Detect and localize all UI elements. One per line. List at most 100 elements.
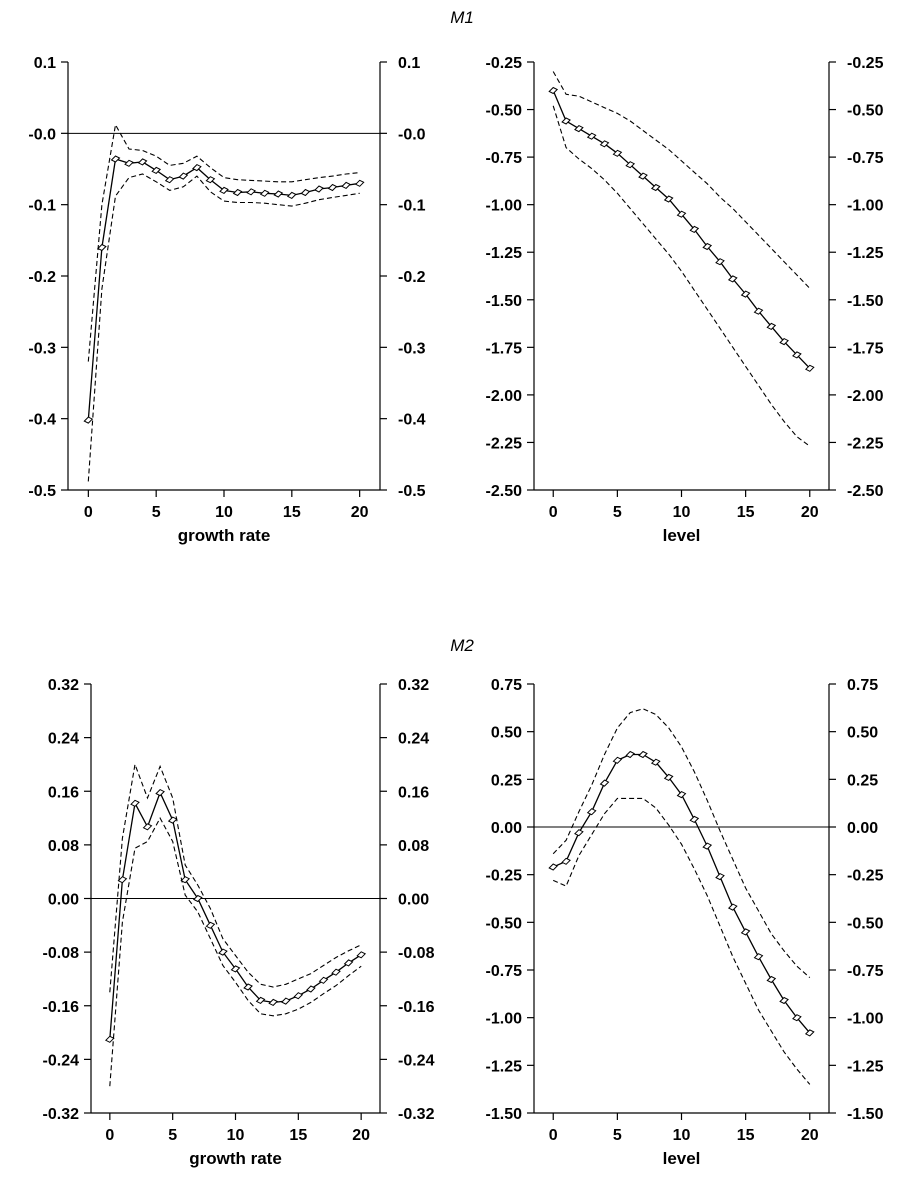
x-tick-label: 0 — [549, 504, 558, 521]
y-tick-label-left: -0.0 — [28, 126, 56, 143]
diamond-marker — [314, 185, 324, 193]
confidence-band-line — [552, 797, 811, 1085]
y-tick-label-left: 0.00 — [48, 892, 79, 909]
y-tick-label-right: -2.00 — [847, 388, 884, 405]
y-tick-label-left: 0.50 — [491, 725, 522, 742]
diamond-marker — [689, 225, 700, 234]
section-title-m1: M1 — [450, 8, 474, 27]
diamond-marker — [356, 951, 367, 959]
x-tick-label: 20 — [352, 1127, 370, 1144]
y-tick-label-right: -0.2 — [398, 269, 426, 286]
y-tick-label-right: -1.00 — [847, 1011, 884, 1028]
diamond-marker — [561, 857, 571, 865]
diamond-marker — [625, 750, 636, 759]
y-tick-label-left: 0.16 — [48, 784, 79, 801]
x-tick-label: 0 — [105, 1127, 114, 1144]
confidence-band-line — [109, 762, 362, 993]
y-tick-label-left: -0.3 — [28, 340, 56, 357]
diamond-marker — [612, 756, 623, 764]
x-tick-label: 20 — [351, 504, 369, 521]
confidence-band-line — [109, 816, 362, 1087]
y-tick-label-right: 0.25 — [847, 772, 878, 789]
y-tick-label-right: -0.4 — [398, 412, 426, 429]
y-tick-label-left: -1.50 — [486, 293, 523, 310]
x-tick-label: 5 — [613, 504, 622, 521]
x-tick-label: 5 — [168, 1127, 177, 1144]
y-tick-label-right: -1.00 — [847, 198, 884, 215]
diamond-marker — [561, 117, 571, 125]
x-tick-label: 5 — [152, 504, 161, 521]
y-tick-label-right: -0.24 — [398, 1052, 435, 1069]
diamond-marker — [205, 176, 216, 184]
x-axis-label: level — [663, 1149, 701, 1168]
diamond-marker — [300, 188, 311, 197]
x-tick-label: 20 — [801, 1127, 819, 1144]
y-tick-label-right: -0.1 — [398, 198, 426, 215]
y-tick-label-right: -1.50 — [847, 1106, 884, 1123]
diamond-marker — [151, 166, 162, 175]
y-tick-label-left: -1.00 — [486, 198, 523, 215]
diamond-marker — [663, 195, 674, 203]
panel-m2-level: 0.75 0.75 0.50 0.50 0.25 0.25 0.00 0.00 -0.25 -0.… — [486, 677, 884, 1168]
diamond-marker — [727, 275, 738, 283]
diamond-marker — [230, 965, 241, 973]
diamond-marker — [766, 322, 777, 331]
y-tick-label-left: -0.5 — [28, 483, 56, 500]
confidence-band-line — [552, 708, 811, 979]
y-tick-label-right: -0.75 — [847, 150, 884, 167]
diamond-marker — [259, 189, 270, 197]
diamond-marker — [286, 191, 297, 200]
y-tick-label-right: 0.75 — [847, 677, 878, 694]
x-tick-label: 0 — [84, 504, 93, 521]
y-tick-label-left: -0.4 — [28, 412, 56, 429]
y-tick-label-left: -1.50 — [486, 1106, 523, 1123]
diamond-marker — [650, 183, 661, 192]
x-axis-label: level — [663, 526, 701, 545]
y-tick-label-right: -0.25 — [847, 55, 884, 72]
y-tick-label-left: -2.50 — [486, 483, 523, 500]
y-tick-label-right: -1.25 — [847, 245, 884, 262]
y-tick-label-left: 0.1 — [34, 55, 56, 72]
diamond-marker — [331, 968, 341, 976]
diamond-marker — [702, 842, 713, 850]
y-tick-label-right: -1.25 — [847, 1058, 884, 1075]
diamond-marker — [180, 876, 191, 884]
y-tick-label-left: -0.75 — [486, 963, 523, 980]
diamond-marker — [638, 750, 648, 759]
diamond-marker — [354, 179, 365, 187]
y-tick-label-right: 0.1 — [398, 55, 420, 72]
diamond-marker — [766, 975, 777, 984]
y-tick-label-left: -0.75 — [486, 150, 523, 167]
diamond-marker — [612, 149, 623, 157]
diamond-marker — [341, 181, 351, 190]
x-tick-label: 10 — [673, 504, 691, 521]
diamond-marker — [255, 996, 266, 1005]
y-tick-label-left: -1.00 — [486, 1011, 523, 1028]
diamond-marker — [218, 948, 228, 956]
y-tick-label-left: -0.16 — [43, 999, 80, 1016]
diamond-marker — [650, 758, 661, 766]
diamond-marker — [586, 132, 597, 140]
y-tick-label-right: -1.75 — [847, 340, 884, 357]
diamond-marker — [779, 996, 789, 1005]
y-tick-label-left: -0.32 — [43, 1106, 80, 1123]
diamond-marker — [663, 773, 674, 782]
diamond-marker — [715, 872, 725, 881]
y-tick-label-right: -2.50 — [847, 483, 884, 500]
x-tick-label: 15 — [737, 1127, 755, 1144]
y-tick-label-right: -2.25 — [847, 435, 884, 452]
x-tick-label: 20 — [801, 504, 819, 521]
y-tick-label-left: -2.00 — [486, 388, 523, 405]
diamond-marker — [192, 163, 202, 172]
diamond-marker — [327, 183, 338, 192]
diamond-marker — [167, 816, 178, 824]
y-tick-label-right: -0.50 — [847, 915, 884, 932]
x-tick-label: 5 — [613, 1127, 622, 1144]
diamond-marker — [137, 158, 148, 166]
y-tick-label-right: 0.00 — [398, 892, 429, 909]
diamond-marker — [792, 1014, 802, 1022]
x-tick-label: 15 — [737, 504, 755, 521]
diamond-marker — [740, 928, 751, 936]
diamond-marker — [586, 808, 597, 816]
